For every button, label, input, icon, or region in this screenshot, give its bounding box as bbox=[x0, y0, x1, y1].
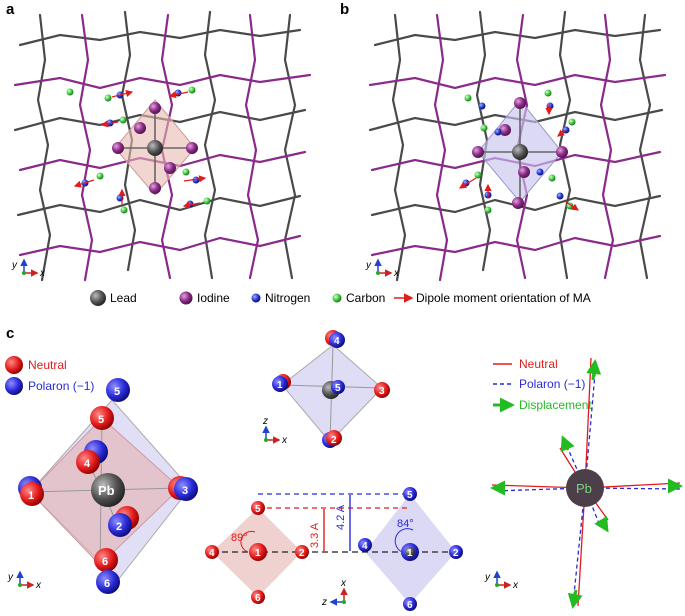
axis-label-x: x bbox=[39, 268, 46, 279]
angle-neutral-label: 89° bbox=[231, 532, 248, 544]
iodine-atom bbox=[164, 162, 176, 174]
carbon-legend-icon bbox=[332, 293, 342, 303]
nitrogen-legend-icon bbox=[251, 293, 261, 303]
iodine-atom bbox=[149, 102, 161, 114]
atom-label-6: 6 bbox=[255, 593, 261, 604]
axis-label-x: x bbox=[281, 435, 288, 446]
displacement-diagram: Pb bbox=[490, 357, 683, 609]
panel-c-right-legend: Neutral Polaron (−1) Displacement bbox=[493, 357, 592, 413]
atom-label-2: 2 bbox=[453, 548, 459, 559]
legend-iodine: Iodine bbox=[197, 291, 230, 305]
lead-atom bbox=[512, 144, 528, 160]
axis-label-x: x bbox=[35, 580, 42, 591]
iodine-atom bbox=[499, 124, 511, 136]
axis-label-z: z bbox=[321, 597, 327, 608]
atom-label-5: 5 bbox=[335, 383, 341, 394]
pb-atom-right bbox=[566, 469, 604, 507]
axis-triad-c2: z x bbox=[262, 416, 288, 446]
atom-label-6: 6 bbox=[407, 600, 413, 611]
iodine-atom bbox=[556, 146, 568, 158]
lead-atom bbox=[147, 140, 163, 156]
iodine-atom bbox=[518, 166, 530, 178]
iodine-atom bbox=[472, 146, 484, 158]
pb-atom bbox=[91, 473, 125, 507]
iodine-atom bbox=[186, 142, 198, 154]
atom-label-5: 5 bbox=[114, 386, 120, 398]
atom-label-6: 6 bbox=[104, 578, 110, 590]
legend-row: Lead Iodine Nitrogen Carbon Dipole momen… bbox=[90, 290, 591, 306]
legend-displacement: Displacement bbox=[519, 398, 592, 412]
panel-c-left-legend: Neutral Polaron (−1) bbox=[5, 356, 94, 395]
pb-label-right: Pb bbox=[576, 481, 592, 496]
atoms-b bbox=[458, 89, 579, 214]
axis-label-x: x bbox=[393, 268, 400, 279]
axis-triad-c3: x z bbox=[321, 578, 348, 608]
legend-carbon: Carbon bbox=[346, 291, 385, 305]
atom-label-4: 4 bbox=[209, 548, 215, 559]
atom-label-4: 4 bbox=[362, 541, 368, 552]
angle-polaron-label: 84° bbox=[397, 518, 414, 530]
iodine-atom bbox=[134, 122, 146, 134]
panel-label-a: a bbox=[6, 1, 15, 18]
distance-neutral-label: 3.3 A bbox=[309, 522, 321, 548]
atom-label-4: 4 bbox=[334, 336, 340, 347]
distance-polaron-label: 4.2 A bbox=[335, 504, 347, 530]
iodine-atom bbox=[512, 197, 524, 209]
atom-label-4: 4 bbox=[84, 458, 91, 470]
atom-label-3: 3 bbox=[182, 485, 188, 497]
atom-label-6: 6 bbox=[102, 556, 108, 568]
atom-label-5: 5 bbox=[98, 414, 104, 426]
atom-label-2: 2 bbox=[299, 548, 305, 559]
atom-label-2: 2 bbox=[116, 521, 122, 533]
iodine-legend-icon bbox=[179, 291, 193, 305]
atom-label-5: 5 bbox=[407, 490, 413, 501]
atom-label-1: 1 bbox=[277, 380, 283, 391]
legend-nitrogen: Nitrogen bbox=[265, 291, 310, 305]
axis-label-x: x bbox=[340, 578, 347, 589]
axis-label-y: y bbox=[11, 260, 18, 271]
large-octahedron: 5 5 4 1 3 2 6 6 Pb bbox=[18, 378, 198, 594]
atom-label-5: 5 bbox=[255, 504, 261, 515]
atoms-a bbox=[66, 86, 211, 214]
atom-label-1: 1 bbox=[407, 548, 413, 559]
comparison-diagram: 3.3 A 4.2 A 89° 84° 5 4 1 2 6 5 4 1 2 6 bbox=[205, 487, 463, 611]
axis-triad-c1: y x bbox=[7, 570, 42, 591]
atom-label-1: 1 bbox=[255, 548, 261, 559]
axis-label-y: y bbox=[484, 572, 491, 583]
legend-dipole: Dipole moment orientation of MA bbox=[416, 291, 591, 305]
atom-label-2: 2 bbox=[331, 435, 337, 446]
axis-label-x: x bbox=[512, 580, 519, 591]
legend-polaron-line: Polaron (−1) bbox=[519, 377, 585, 391]
axis-triad-a: y x bbox=[11, 258, 46, 279]
axis-triad-b: y x bbox=[365, 258, 400, 279]
lead-legend-icon bbox=[90, 290, 106, 306]
legend-neutral-line: Neutral bbox=[519, 357, 558, 371]
panel-label-b: b bbox=[340, 1, 349, 18]
legend-lead: Lead bbox=[110, 291, 137, 305]
iodine-atom bbox=[112, 142, 124, 154]
small-octahedron: 4 1 3 2 5 bbox=[272, 330, 390, 448]
pb-label: Pb bbox=[98, 483, 115, 498]
axis-triad-c4: y x bbox=[484, 570, 519, 591]
atom-label-1: 1 bbox=[28, 490, 34, 502]
axis-label-y: y bbox=[7, 572, 14, 583]
legend-neutral: Neutral bbox=[28, 358, 67, 372]
iodine-atom bbox=[149, 182, 161, 194]
atom-label-3: 3 bbox=[379, 386, 385, 397]
legend-polaron: Polaron (−1) bbox=[28, 379, 94, 393]
axis-label-z: z bbox=[262, 416, 268, 427]
iodine-atom bbox=[514, 97, 526, 109]
panel-label-c: c bbox=[6, 325, 14, 342]
axis-label-y: y bbox=[365, 260, 372, 271]
